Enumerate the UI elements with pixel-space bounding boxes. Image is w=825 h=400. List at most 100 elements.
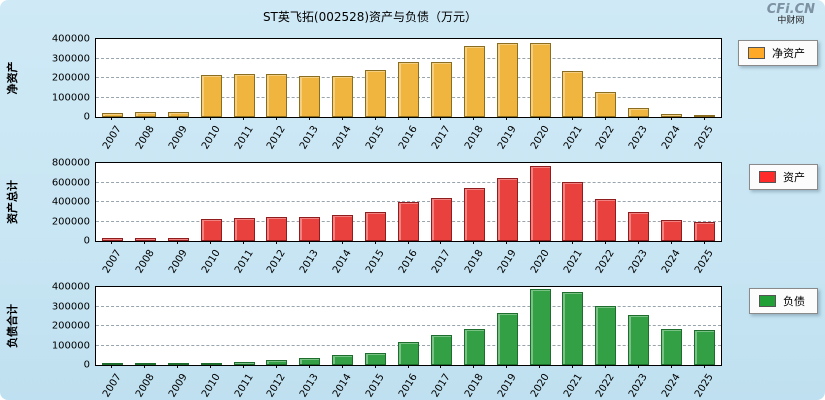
cfi-logo-subtext: 中财网 <box>777 16 805 27</box>
bar <box>496 43 518 117</box>
bar <box>332 76 354 117</box>
y-axis-label: 净资产 <box>6 61 19 95</box>
x-ticks: 2007 2008 2009 2010 2011 2012 2013 2014 2015 2016… <box>100 365 716 400</box>
y-axis-label: 负债合计 <box>6 304 19 348</box>
plot-area <box>95 286 722 366</box>
y-tick-label: 200000 <box>51 216 90 227</box>
chart-panel-total-assets: 资产总计 0 200000 400000 600000 800000 2007 2008 2… <box>0 158 825 284</box>
bar <box>430 198 452 241</box>
chart-panel-net-assets: 净资产 0 100000 200000 300000 400000 2007 2008 20… <box>0 34 825 160</box>
bar <box>529 166 551 241</box>
bar <box>134 363 156 365</box>
bar <box>661 329 683 365</box>
bar <box>496 313 518 365</box>
bar <box>101 113 123 117</box>
bar <box>661 114 683 117</box>
bar <box>167 238 189 241</box>
bar <box>463 46 485 117</box>
bar <box>562 71 584 117</box>
bar <box>430 335 452 365</box>
y-tick-label: 800000 <box>51 157 90 169</box>
plot-area <box>95 38 722 118</box>
legend: 净资产 <box>738 40 818 66</box>
bar <box>200 75 222 117</box>
y-ticks: 0 100000 200000 300000 400000 <box>30 282 90 371</box>
bar <box>299 217 321 241</box>
y-tick-label: 400000 <box>51 33 90 45</box>
bar <box>529 43 551 117</box>
bar <box>200 363 222 365</box>
chart-title: ST英飞拓(002528)资产与负债（万元） <box>262 10 478 24</box>
bar <box>167 112 189 117</box>
legend: 负债 <box>749 288 818 314</box>
watermark: CFi.CN 中财网 <box>766 2 815 27</box>
bar <box>496 178 518 241</box>
x-ticks: 2007 2008 2009 2010 2011 2012 2013 2014 2015 2016… <box>100 117 716 152</box>
bar <box>430 62 452 117</box>
gridline <box>96 57 721 59</box>
bar <box>595 92 617 117</box>
bar <box>167 363 189 365</box>
bar <box>299 76 321 117</box>
bar <box>266 217 288 241</box>
y-tick-label: 300000 <box>51 301 90 312</box>
bar <box>463 188 485 241</box>
bar <box>101 238 123 241</box>
y-tick-label: 200000 <box>51 320 90 332</box>
bar <box>233 218 255 241</box>
legend-swatch <box>759 171 776 183</box>
y-axis-label: 资产总计 <box>6 180 19 224</box>
bar <box>134 238 156 241</box>
bar <box>694 330 716 365</box>
bar <box>595 306 617 365</box>
chart-panel-liabilities: 负债合计 0 100000 200000 300000 400000 2007 2008 2… <box>0 282 825 400</box>
y-tick-label: 100000 <box>51 92 90 103</box>
bar <box>398 342 420 365</box>
bar <box>134 112 156 117</box>
legend-label: 负债 <box>783 295 805 308</box>
gridline <box>96 201 721 202</box>
bar <box>299 358 321 365</box>
bar <box>365 212 387 241</box>
bar <box>529 289 551 365</box>
bar <box>233 362 255 365</box>
bar <box>562 292 584 365</box>
legend-swatch <box>748 47 765 59</box>
gridline <box>96 181 721 183</box>
bar <box>332 355 354 365</box>
y-tick-label: 0 <box>83 359 90 371</box>
bar <box>365 70 387 117</box>
y-ticks: 0 200000 400000 600000 800000 <box>30 158 90 247</box>
bar <box>562 182 584 241</box>
y-tick-label: 400000 <box>51 281 90 293</box>
bar <box>398 62 420 117</box>
legend-swatch <box>759 295 776 307</box>
bar <box>463 329 485 365</box>
x-ticks: 2007 2008 2009 2010 2011 2012 2013 2014 2015 2016… <box>100 241 716 276</box>
y-tick-label: 400000 <box>51 196 90 208</box>
bar <box>628 212 650 241</box>
bar <box>200 219 222 241</box>
bar <box>694 222 716 241</box>
bar <box>332 215 354 241</box>
plot-area <box>95 162 722 242</box>
bar <box>266 360 288 365</box>
legend: 资产 <box>749 164 818 190</box>
y-tick-label: 0 <box>83 235 90 247</box>
legend-label: 净资产 <box>772 47 805 60</box>
y-tick-label: 200000 <box>51 72 90 84</box>
y-tick-label: 0 <box>83 111 90 123</box>
bar <box>365 353 387 365</box>
y-tick-label: 100000 <box>51 340 90 351</box>
bar <box>694 115 716 117</box>
legend-label: 资产 <box>783 171 805 184</box>
y-tick-label: 300000 <box>51 53 90 64</box>
bar <box>101 363 123 365</box>
bar <box>595 199 617 241</box>
bar <box>628 315 650 365</box>
gridline <box>96 325 721 326</box>
cfi-logo: CFi.CN <box>766 2 815 17</box>
bar <box>398 202 420 241</box>
bar <box>233 74 255 117</box>
